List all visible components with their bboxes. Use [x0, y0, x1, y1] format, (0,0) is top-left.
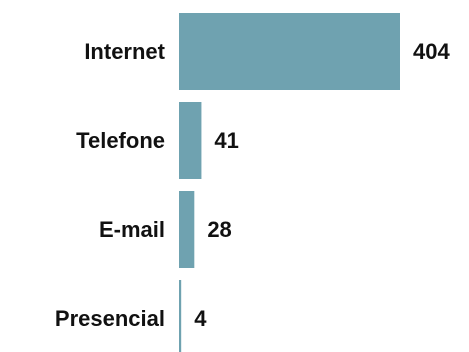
bar-telefone [179, 102, 202, 179]
bar-presencial [179, 280, 182, 352]
value-label: 41 [214, 128, 238, 153]
value-label: 4 [194, 306, 207, 331]
category-label: E-mail [99, 217, 165, 242]
category-label: Presencial [55, 306, 165, 331]
bar-e-mail [179, 191, 195, 268]
value-label: 404 [413, 39, 450, 64]
category-label: Telefone [76, 128, 165, 153]
category-label: Internet [84, 39, 165, 64]
value-label: 28 [207, 217, 231, 242]
bar-internet [179, 13, 400, 90]
